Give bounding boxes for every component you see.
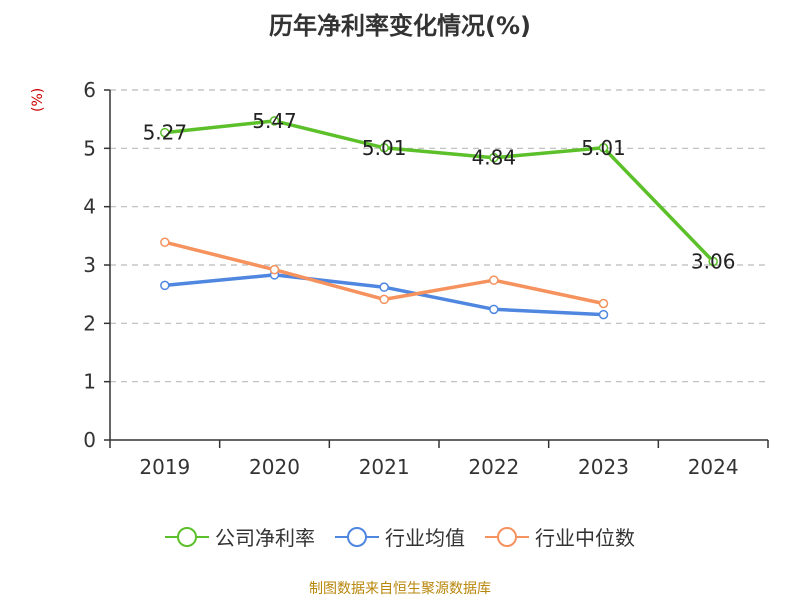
series-line-company bbox=[164, 119, 715, 263]
legend-item-company[interactable]: 公司净利率 bbox=[165, 522, 315, 551]
x-tick-label: 2024 bbox=[688, 455, 739, 479]
data-point-company bbox=[269, 116, 280, 126]
legend-marker-industry-median bbox=[485, 526, 529, 547]
data-point-industry_median bbox=[379, 294, 389, 305]
data-point-company bbox=[489, 152, 499, 163]
x-tick-label: 2022 bbox=[468, 455, 519, 479]
data-label-company: 5.47 bbox=[252, 109, 297, 133]
x-tick-label: 2020 bbox=[249, 455, 300, 479]
data-label-company: 5.01 bbox=[581, 136, 626, 160]
data-label-company: 4.84 bbox=[472, 146, 517, 170]
legend: 公司净利率 行业均值 行业中位数 bbox=[0, 522, 800, 551]
y-tick-label: 3 bbox=[83, 253, 96, 277]
grid-lines bbox=[110, 89, 768, 383]
data-point-industry_avg bbox=[160, 280, 170, 291]
legend-label-industry-median: 行业中位数 bbox=[535, 526, 635, 550]
legend-label-industry-avg: 行业均值 bbox=[385, 526, 465, 550]
y-tick-label: 1 bbox=[83, 370, 96, 394]
data-point-industry_median bbox=[489, 275, 499, 285]
legend-item-industry-median[interactable]: 行业中位数 bbox=[485, 522, 635, 551]
series-line-industry_median bbox=[164, 240, 604, 306]
y-tick-label: 0 bbox=[83, 428, 96, 452]
legend-marker-company bbox=[165, 526, 209, 547]
chart-title: 历年净利率变化情况(%) bbox=[269, 12, 531, 40]
data-point-industry_avg bbox=[489, 304, 499, 315]
y-tick-label: 2 bbox=[83, 311, 96, 335]
legend-label-company: 公司净利率 bbox=[215, 526, 315, 550]
data-label-company: 5.01 bbox=[362, 136, 407, 160]
data-point-industry_avg bbox=[379, 282, 389, 292]
x-tick-label: 2021 bbox=[359, 455, 410, 479]
data-label-company: 5.27 bbox=[143, 121, 188, 145]
x-tick-label: 2019 bbox=[139, 455, 190, 479]
data-point-company bbox=[379, 143, 389, 153]
legend-item-industry-avg[interactable]: 行业均值 bbox=[335, 522, 465, 551]
data-point-company bbox=[160, 127, 170, 138]
data-point-industry_median bbox=[160, 237, 170, 247]
y-tick-label: 4 bbox=[83, 195, 96, 219]
data-label-company: 3.06 bbox=[691, 250, 736, 274]
data-point-industry_median bbox=[598, 298, 609, 309]
x-tick-label: 2023 bbox=[578, 455, 629, 479]
series-lines bbox=[160, 116, 718, 320]
data-point-industry_median bbox=[269, 264, 280, 275]
data-labels: 5.27 5.47 5.01 4.84 5.01 3.06 bbox=[143, 109, 736, 274]
data-source-note: 制图数据来自恒生聚源数据库 bbox=[309, 581, 491, 597]
y-tick-label: 6 bbox=[83, 78, 96, 102]
y-tick-label: 5 bbox=[83, 136, 96, 160]
axes: 0 1 2 3 4 5 6 2019 2020 2021 2022 2023 2024 bbox=[83, 78, 769, 479]
data-point-company bbox=[598, 143, 609, 153]
legend-marker-industry-avg bbox=[335, 526, 379, 547]
data-point-company bbox=[708, 256, 718, 267]
data-point-industry_avg bbox=[598, 309, 609, 320]
